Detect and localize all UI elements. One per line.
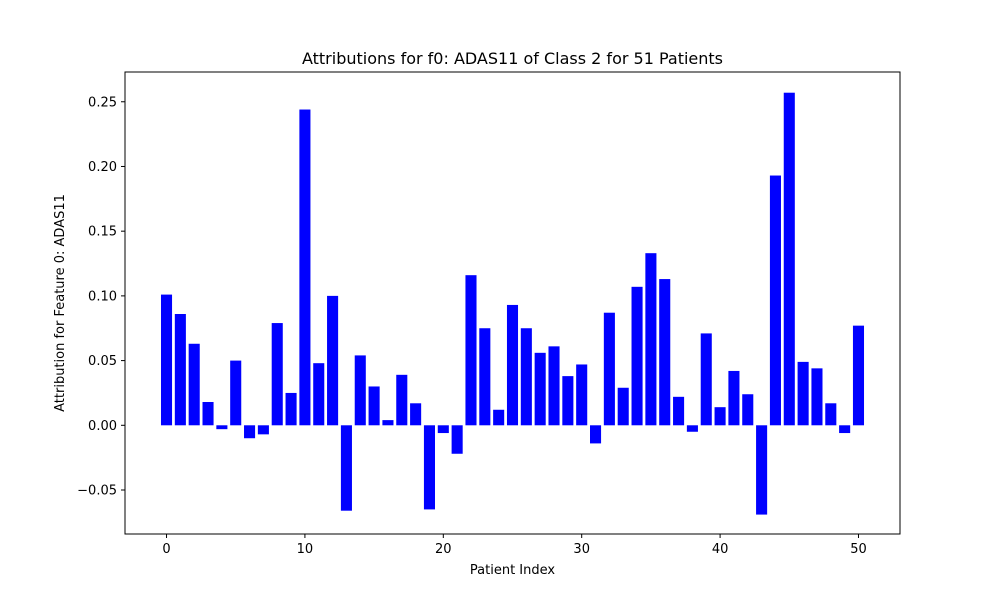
bar (382, 420, 394, 426)
bar (327, 295, 339, 426)
bar (174, 314, 186, 426)
bar (686, 425, 698, 432)
bar (368, 386, 380, 426)
chart-title: Attributions for f0: ADAS11 of Class 2 f… (302, 49, 723, 68)
x-axis: 0 10 20 30 40 50 (162, 534, 867, 557)
plot-frame (124, 71, 901, 535)
bar (340, 425, 352, 511)
bar (590, 425, 602, 444)
bar (437, 425, 449, 434)
bar (423, 425, 435, 510)
bar (520, 328, 532, 426)
bar (631, 286, 643, 426)
bar (299, 109, 311, 426)
x-tick-label: 0 (162, 542, 170, 557)
bar (313, 363, 325, 426)
y-axis: −0.05 0.00 0.05 0.10 0.15 0.20 0.25 (77, 95, 125, 499)
bar (354, 355, 366, 426)
y-tick-label: 0.10 (88, 289, 117, 304)
bar (465, 275, 477, 426)
bar (756, 425, 768, 515)
bar (797, 361, 809, 426)
bar (285, 392, 297, 426)
bar (244, 425, 256, 439)
x-tick-label: 40 (712, 542, 729, 557)
bar (188, 343, 200, 426)
bar (451, 425, 463, 454)
y-axis-label: Attribution for Feature 0: ADAS11 (53, 194, 68, 412)
bar (562, 376, 574, 426)
bar (700, 333, 712, 426)
bar (839, 425, 851, 434)
bar (673, 396, 685, 426)
y-tick-label: 0.00 (88, 419, 117, 434)
bar (548, 346, 560, 426)
bar (216, 425, 228, 430)
bar (659, 279, 671, 426)
bar (506, 304, 519, 426)
bar (825, 403, 837, 426)
y-tick-label: −0.05 (77, 484, 117, 499)
bar (811, 368, 823, 426)
bar (645, 253, 657, 426)
bar (534, 352, 546, 426)
y-tick-label: 0.05 (88, 354, 117, 369)
x-tick-label: 30 (573, 542, 590, 557)
bar (852, 325, 865, 426)
y-tick-label: 0.25 (88, 95, 117, 110)
bar (479, 328, 491, 426)
bar (493, 409, 505, 426)
bar (742, 394, 754, 426)
bar (783, 92, 795, 426)
bar (617, 387, 629, 426)
bar (714, 407, 726, 426)
bar (603, 312, 615, 426)
x-tick-label: 50 (850, 542, 867, 557)
x-tick-label: 20 (435, 542, 452, 557)
bar (202, 402, 214, 426)
bar (576, 364, 588, 426)
bar (728, 370, 740, 426)
x-axis-label: Patient Index (470, 563, 555, 578)
bar (271, 323, 283, 426)
bar (410, 403, 422, 426)
bar (160, 294, 173, 426)
x-tick-label: 10 (297, 542, 314, 557)
y-tick-label: 0.20 (88, 160, 117, 175)
bar (396, 374, 408, 426)
bar (769, 175, 781, 426)
bars-group (160, 92, 865, 515)
bar (230, 360, 242, 426)
bar (257, 425, 269, 435)
y-tick-label: 0.15 (88, 225, 117, 240)
